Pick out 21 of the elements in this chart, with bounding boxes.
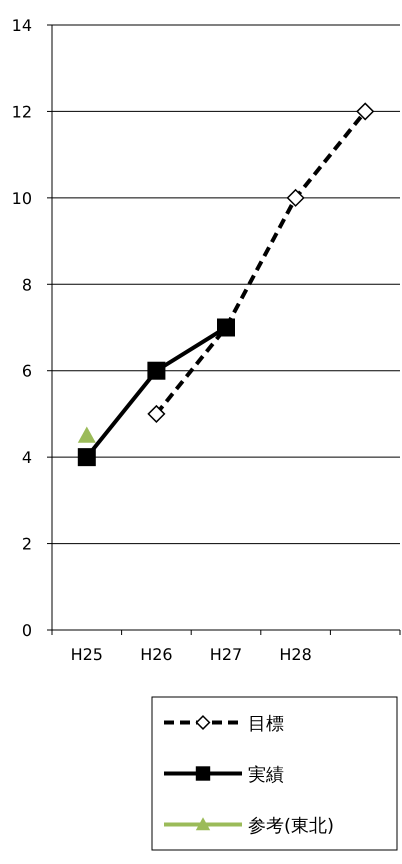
y-tick-label: 12 <box>12 102 32 122</box>
y-tick-label: 2 <box>22 534 32 554</box>
legend-label: 実績 <box>248 764 284 786</box>
x-tick-label: H26 <box>140 645 173 664</box>
x-tick-label: H25 <box>70 645 103 664</box>
x-tick-label: H27 <box>210 645 242 664</box>
y-tick-label: 10 <box>12 188 32 208</box>
y-tick-label: 14 <box>12 16 32 35</box>
legend-label: 参考(東北) <box>248 816 334 836</box>
y-tick-label: 0 <box>22 621 32 640</box>
y-tick-label: 4 <box>22 448 32 468</box>
point <box>148 405 166 423</box>
point <box>147 362 166 380</box>
y-tick-label: 8 <box>22 275 32 294</box>
point <box>356 102 374 120</box>
point <box>286 189 304 207</box>
y-tick-label: 6 <box>22 362 32 381</box>
point <box>78 448 96 466</box>
legend-label: 目標 <box>248 714 284 734</box>
x-tick-label: H28 <box>279 645 312 664</box>
point <box>78 426 96 443</box>
